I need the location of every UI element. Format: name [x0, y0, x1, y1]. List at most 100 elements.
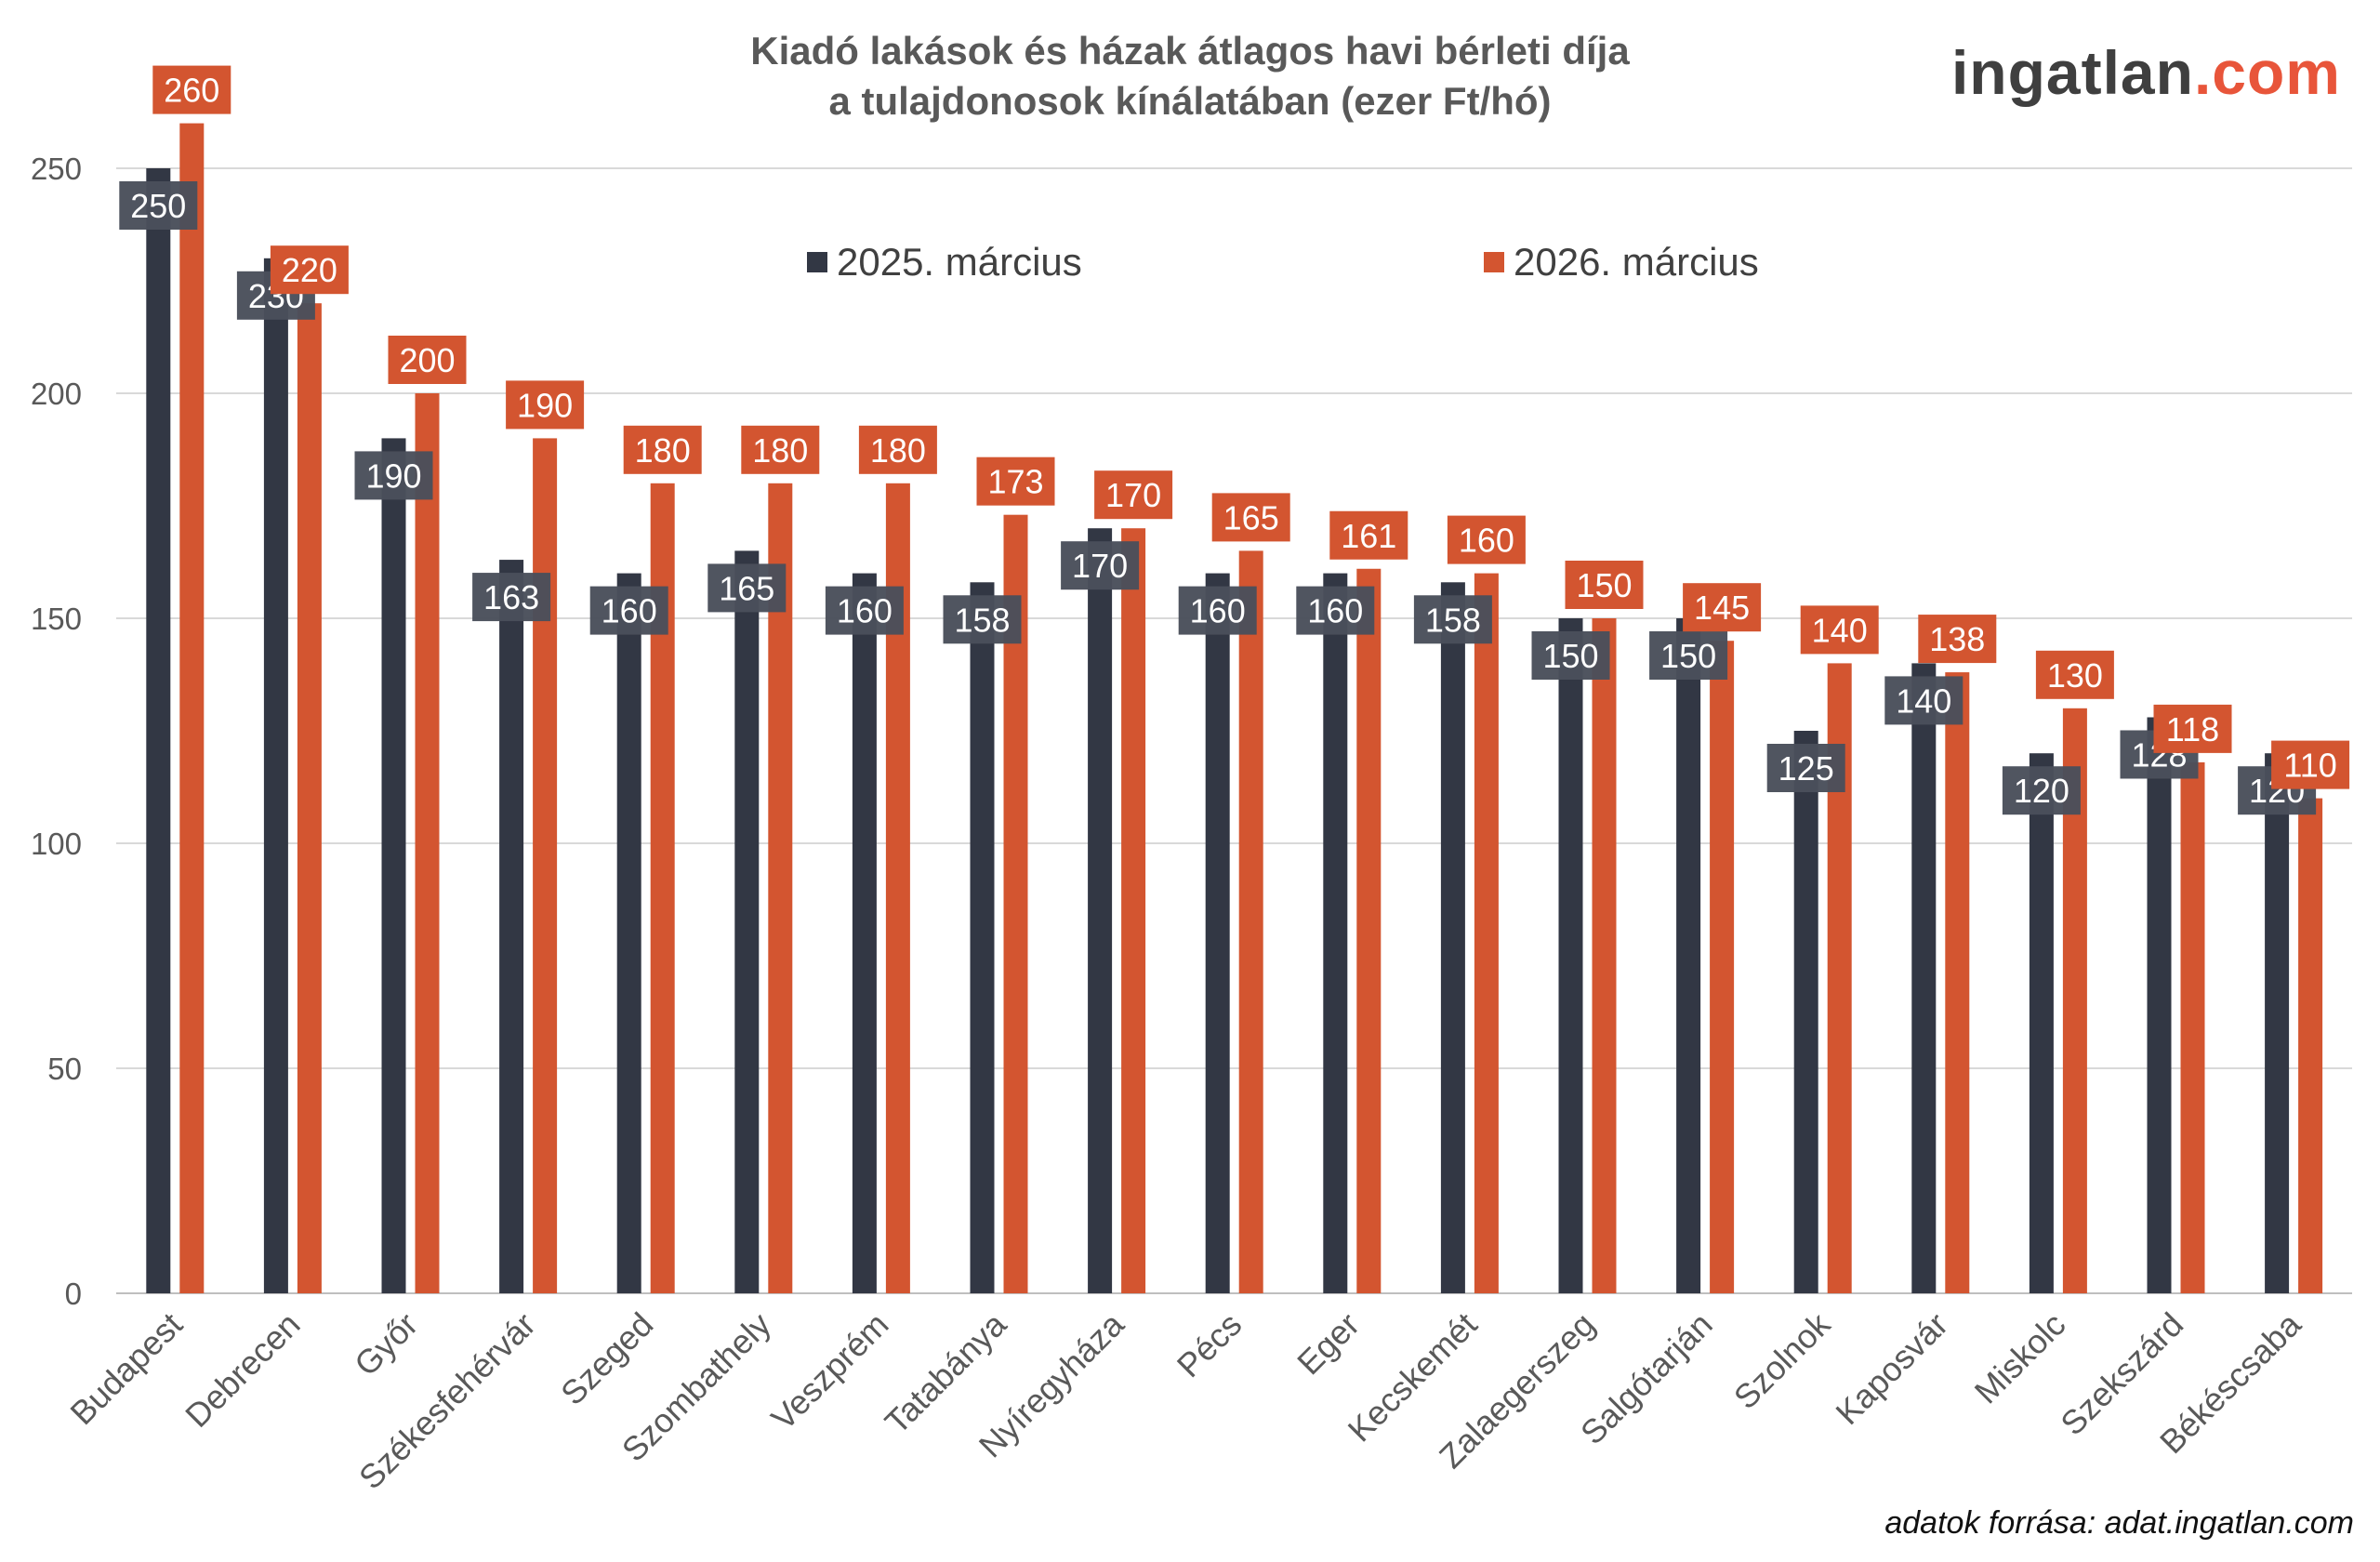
- bar-2026: [1121, 528, 1146, 1293]
- x-tick-label: Szolnok: [1726, 1304, 1838, 1416]
- data-label: 165: [1223, 498, 1279, 536]
- data-label: 160: [1459, 522, 1514, 560]
- bar-2025: [852, 573, 877, 1293]
- data-label: 140: [1812, 611, 1868, 649]
- source-note: adatok forrása: adat.ingatlan.com: [1884, 1505, 2354, 1541]
- data-label: 160: [1190, 592, 1246, 630]
- bar-2025: [1793, 731, 1818, 1293]
- data-label: 173: [987, 463, 1043, 501]
- data-label: 150: [1660, 637, 1716, 675]
- data-label-box: [1447, 515, 1526, 564]
- data-label-box: [388, 336, 467, 384]
- bar-2025: [499, 560, 524, 1293]
- data-label: 170: [1105, 476, 1161, 514]
- data-label: 200: [399, 341, 455, 379]
- bar-2025: [2147, 717, 2172, 1293]
- data-label: 250: [130, 187, 186, 225]
- data-label-box: [1178, 586, 1257, 635]
- data-label-box: [1884, 676, 1964, 725]
- legend-label-2025: 2025. március: [837, 240, 1082, 284]
- data-label: 170: [1072, 547, 1128, 585]
- x-tick-label: Veszprém: [763, 1305, 895, 1437]
- x-tick-label: Kaposvár: [1828, 1305, 1955, 1433]
- data-label-box: [1413, 595, 1492, 644]
- bar-2026: [1238, 550, 1263, 1293]
- x-tick-label: Győr: [347, 1305, 425, 1383]
- data-label-box: [472, 573, 551, 622]
- data-label-box: [1649, 631, 1728, 680]
- y-tick-label: 100: [31, 827, 82, 861]
- logo-main: ingatlan: [1950, 38, 2194, 107]
- legend-item-2026: 2026. március: [1484, 240, 1759, 285]
- data-label-box: [1683, 583, 1762, 632]
- bar-2025: [1205, 573, 1230, 1293]
- data-label: 158: [954, 601, 1010, 639]
- data-label: 190: [365, 457, 421, 495]
- data-label-box: [858, 425, 937, 474]
- legend-swatch-2026: [1484, 252, 1504, 272]
- data-label: 180: [870, 431, 926, 470]
- chart-title: Kiadó lakások és házak átlagos havi bérl…: [0, 26, 2380, 126]
- bar-2026: [297, 303, 322, 1294]
- data-label-box: [623, 425, 702, 474]
- data-label: 150: [1576, 566, 1632, 604]
- data-label-box: [2002, 766, 2081, 815]
- data-label-box: [119, 181, 198, 230]
- title-line-1: Kiadó lakások és házak átlagos havi bérl…: [750, 29, 1630, 73]
- title-line-2: a tulajdonosok kínálatában (ezer Ft/hó): [828, 79, 1552, 123]
- bar-2025: [381, 438, 406, 1293]
- data-label-box: [1211, 493, 1290, 542]
- bar-2026: [1945, 672, 1970, 1293]
- y-tick-label: 0: [65, 1277, 82, 1311]
- bar-2026: [179, 123, 205, 1294]
- data-label-box: [1565, 561, 1644, 609]
- y-tick-label: 150: [31, 602, 82, 636]
- bar-2025: [1440, 582, 1465, 1293]
- data-label-box: [2153, 704, 2232, 753]
- data-label: 118: [2166, 710, 2219, 748]
- legend-swatch-2025: [807, 252, 827, 272]
- data-label: 125: [1778, 749, 1834, 788]
- data-label-box: [1531, 631, 1610, 680]
- data-label-box: [707, 563, 787, 613]
- bar-2025: [616, 573, 641, 1293]
- data-label-box: [152, 65, 231, 114]
- data-label-box: [825, 586, 904, 635]
- bar-2026: [533, 438, 558, 1293]
- data-label: 158: [1425, 601, 1481, 639]
- bar-2026: [1474, 573, 1499, 1293]
- data-label-box: [976, 457, 1055, 506]
- legend-label-2026: 2026. március: [1514, 240, 1759, 284]
- bar-2026: [2298, 798, 2323, 1293]
- data-label-box: [354, 451, 433, 500]
- data-label: 160: [1307, 592, 1363, 630]
- data-label-box: [270, 245, 349, 295]
- data-label: 150: [1542, 637, 1598, 675]
- data-label-box: [1766, 744, 1845, 792]
- bar-2025: [1323, 573, 1348, 1293]
- bar-2025: [1088, 528, 1113, 1293]
- data-label-box: [1329, 510, 1408, 560]
- data-label-box: [741, 425, 820, 474]
- data-label: 190: [517, 386, 573, 424]
- data-label-box: [2271, 740, 2350, 789]
- data-label: 220: [282, 251, 337, 289]
- bar-2025: [2029, 753, 2054, 1293]
- bar-2026: [1003, 514, 1028, 1293]
- bar-2026: [1592, 618, 1617, 1293]
- bar-2025: [146, 168, 171, 1293]
- x-tick-label: Szeged: [553, 1305, 660, 1412]
- x-tick-label: Debrecen: [178, 1305, 307, 1435]
- bar-2025: [263, 258, 288, 1293]
- data-label-box: [589, 586, 668, 635]
- ingatlan-logo: ingatlan.com: [1951, 37, 2341, 108]
- bar-2025: [1676, 618, 1701, 1293]
- data-label-box: [2035, 650, 2114, 699]
- bar-2026: [1356, 568, 1382, 1293]
- bar-2026: [2180, 761, 2205, 1293]
- data-label-box: [1918, 615, 1997, 664]
- data-label: 145: [1694, 589, 1750, 627]
- data-label-box: [943, 595, 1022, 644]
- data-label: 180: [752, 431, 808, 470]
